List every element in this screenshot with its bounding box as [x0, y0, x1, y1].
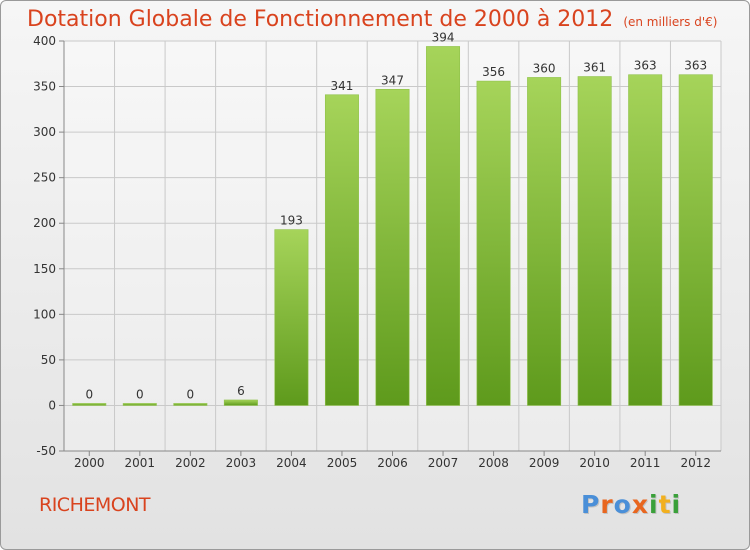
data-label: 0 [136, 387, 144, 401]
bar [375, 88, 410, 406]
logo-letter: x [631, 490, 649, 519]
logo-letter: o [613, 490, 632, 519]
y-tick-label: 150 [33, 262, 56, 276]
chart-title: Dotation Globale de Fonctionnement de 20… [27, 7, 717, 32]
x-tick-label: 2002 [175, 456, 206, 470]
bar [678, 74, 713, 406]
x-tick-label: 2009 [529, 456, 560, 470]
data-label: 394 [432, 30, 455, 44]
bar [173, 403, 208, 406]
data-label: 360 [533, 61, 556, 75]
commune-name: RICHEMONT [39, 494, 151, 516]
x-tick-label: 2004 [276, 456, 307, 470]
x-tick-label: 2005 [327, 456, 358, 470]
bar [426, 46, 461, 406]
bar [628, 74, 663, 406]
data-label: 356 [482, 65, 505, 79]
logo-letter: t [658, 490, 672, 519]
data-label: 0 [187, 387, 195, 401]
x-tick-label: 2012 [680, 456, 711, 470]
bar [72, 403, 107, 406]
unit-note: (en milliers d'€) [623, 15, 718, 29]
bar [324, 94, 359, 406]
y-tick-label: 300 [33, 125, 56, 139]
x-tick-label: 2007 [428, 456, 459, 470]
bar [223, 399, 258, 406]
y-tick-label: -50 [36, 444, 56, 458]
y-tick-label: 0 [48, 398, 56, 412]
y-tick-label: 350 [33, 80, 56, 94]
data-label: 341 [331, 79, 354, 93]
x-tick-label: 2006 [377, 456, 408, 470]
y-tick-label: 250 [33, 171, 56, 185]
data-label: 0 [85, 387, 93, 401]
y-tick-label: 50 [41, 353, 56, 367]
bar [476, 80, 511, 406]
x-tick-label: 2008 [478, 456, 509, 470]
y-tick-label: 200 [33, 216, 56, 230]
data-label: 193 [280, 214, 303, 228]
bar [527, 77, 562, 406]
data-label: 361 [583, 61, 606, 75]
proxiti-logo: Proxiti [581, 490, 681, 519]
x-tick-label: 2001 [125, 456, 156, 470]
x-tick-label: 2000 [74, 456, 105, 470]
x-tick-label: 2003 [226, 456, 257, 470]
x-tick-label: 2011 [630, 456, 661, 470]
data-label: 363 [634, 59, 657, 73]
y-tick-label: 100 [33, 307, 56, 321]
x-tick-label: 2010 [579, 456, 610, 470]
logo-letter: i [649, 490, 659, 519]
chart-title-text: Dotation Globale de Fonctionnement de 20… [27, 7, 614, 32]
bar [577, 76, 612, 406]
data-label: 363 [684, 59, 707, 73]
data-label: 347 [381, 73, 404, 87]
logo-letter: r [600, 490, 614, 519]
logo-letter: i [671, 490, 682, 519]
bar [122, 403, 157, 406]
logo-letter: P [581, 490, 601, 519]
y-tick-label: 400 [33, 34, 56, 48]
bar [274, 229, 309, 406]
data-label: 6 [237, 384, 245, 398]
